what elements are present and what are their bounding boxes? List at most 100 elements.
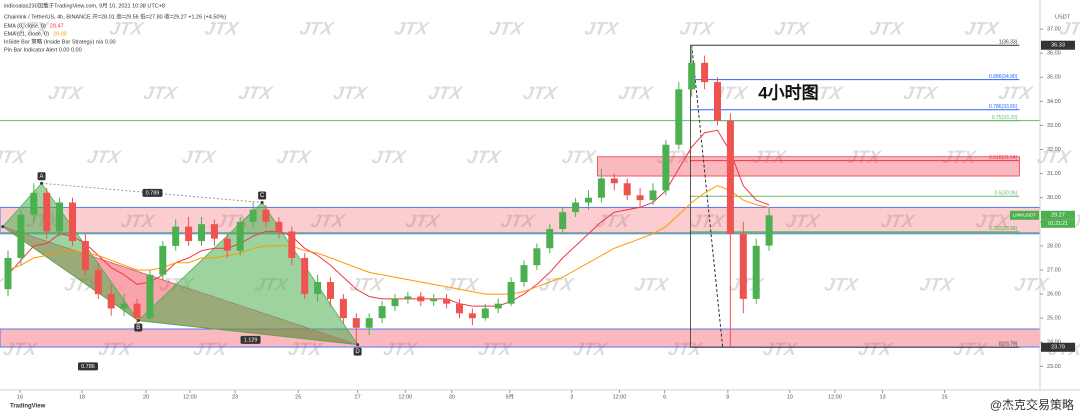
watermark: JTX (97, 339, 134, 359)
watermark: JTX (348, 275, 385, 295)
candle-body (4, 257, 12, 290)
watermark: JTX (807, 83, 844, 103)
axes: 23.00 24.00 25.00 26.00 27.00 28.00 29.00 30.00… (17, 14, 1075, 400)
pattern-point (40, 181, 44, 185)
pattern-green-triangle (137, 201, 359, 346)
candle-body (623, 183, 631, 196)
candle-body (752, 245, 760, 299)
candle-body (210, 224, 218, 239)
candle-body (701, 62, 709, 83)
watermark: JTX (678, 19, 715, 39)
x-tick-label: 12:00 (613, 394, 627, 400)
watermark: JTX (2, 339, 39, 359)
candle-body (468, 313, 476, 319)
x-tick-label: 3 (570, 394, 573, 400)
x-tick-label: 13 (880, 394, 886, 400)
watermark: JTX (142, 83, 179, 103)
watermark: JTX (633, 275, 670, 295)
watermark: JTX (583, 19, 620, 39)
watermark: JTX (488, 19, 525, 39)
watermark: JTX (784, 211, 821, 231)
legend-entry: EMA (8, close, 0) (4, 23, 46, 29)
currency: USDT (1055, 14, 1071, 20)
x-tick-label: 8 (726, 394, 729, 400)
watermark: JTX (47, 83, 84, 103)
watermark: JTX (192, 339, 229, 359)
candle-body (533, 248, 541, 266)
candle-body (610, 178, 618, 184)
candle-body (133, 303, 141, 319)
x-tick-label: 23 (232, 394, 238, 400)
measure-line (691, 45, 724, 348)
zone (597, 156, 1020, 177)
watermark: JTX (997, 83, 1034, 103)
pattern-label: B (136, 325, 140, 331)
candle-body (546, 229, 554, 249)
x-tick-label: 30 (449, 394, 455, 400)
watermark: JTX (857, 339, 894, 359)
watermark: JTX (393, 19, 430, 39)
watermark: JTX (689, 211, 726, 231)
pattern-point (260, 201, 264, 205)
watermark: JTX (108, 19, 145, 39)
watermark: JTX (237, 83, 274, 103)
pattern-point (136, 319, 140, 323)
candle-body (223, 238, 231, 251)
legend-value: 28.47 (50, 23, 64, 29)
candle-body (249, 209, 257, 222)
candle-body (68, 202, 76, 242)
legend-entry: EMA (21, close, 0) (4, 31, 49, 37)
candle-body (597, 178, 605, 198)
watermark: JTX (1036, 147, 1073, 167)
candle-body (262, 209, 270, 222)
watermark: JTX (902, 83, 939, 103)
y-tick-label: 25.00 (1047, 316, 1061, 322)
candle-body (120, 303, 128, 309)
candle-body (314, 282, 322, 295)
watermark: JTX (868, 19, 905, 39)
candle-body (688, 62, 696, 90)
candle-body (649, 190, 657, 201)
ratio-box (240, 335, 261, 344)
y-tick-label: 27.00 (1047, 267, 1061, 273)
candle-body (636, 195, 644, 201)
watermark: JTX (918, 275, 955, 295)
watermark: JTX (1058, 19, 1080, 39)
candle-body (559, 212, 567, 230)
candle-body (43, 192, 51, 232)
pattern-label: A (40, 174, 44, 180)
candle-body (81, 241, 89, 270)
watermark: JTX (332, 83, 369, 103)
ratio-label: 0.786 (81, 364, 95, 370)
y-tick-label: 32.00 (1047, 147, 1061, 153)
watermark: JTX (404, 211, 441, 231)
price-tag (1041, 40, 1075, 50)
candle-body (726, 120, 734, 234)
countdown: 01:21:21 (1048, 221, 1068, 227)
watermark: JTX (466, 147, 503, 167)
fib-label: 0.618(31.54) (989, 155, 1018, 161)
pattern-green-triangle (2, 182, 139, 321)
candle-body (417, 296, 425, 302)
ema-line (7, 129, 770, 307)
candle-body (197, 224, 205, 242)
y-tick-label: 26.00 (1047, 292, 1061, 298)
watermark: JTX (287, 339, 324, 359)
candle-body (159, 245, 167, 275)
candle-body (107, 294, 115, 309)
candle-body (172, 226, 180, 246)
price-tag-label: 29.27 (1051, 213, 1065, 219)
watermark: JTX (382, 339, 419, 359)
pattern-dotted-line (41, 182, 263, 204)
legend-value: 29.00 (53, 31, 67, 37)
watermark: JTX (86, 147, 123, 167)
candle-body (339, 298, 347, 319)
header: indicoalas230加载于TradingView.com, 9月 10, … (4, 1, 1074, 412)
watermark: JTX (0, 275, 5, 295)
candle-body (365, 318, 373, 328)
watermark: JTX (276, 147, 313, 167)
y-tick-label: 34.00 (1047, 99, 1061, 105)
candle-body (56, 202, 64, 232)
symbol-tag-box (1010, 210, 1039, 220)
candle-body (236, 221, 244, 251)
